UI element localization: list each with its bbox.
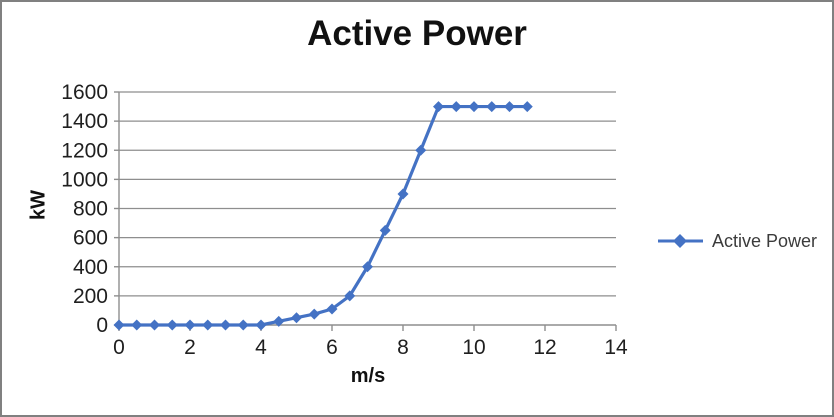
legend[interactable]: Active Power <box>657 230 817 252</box>
y-tick-label: 400 <box>73 256 108 279</box>
data-point-marker[interactable] <box>521 101 533 113</box>
x-tick-label: 12 <box>533 336 556 359</box>
data-point-marker[interactable] <box>202 319 214 331</box>
data-point-marker[interactable] <box>379 224 391 236</box>
series-line[interactable] <box>117 104 529 327</box>
data-point-marker[interactable] <box>220 319 231 331</box>
data-point-marker[interactable] <box>504 101 515 113</box>
data-point-marker[interactable] <box>113 319 125 331</box>
data-point-marker[interactable] <box>326 303 338 315</box>
data-point-marker[interactable] <box>486 101 498 113</box>
data-point-marker[interactable] <box>237 319 249 331</box>
data-point-marker[interactable] <box>450 101 462 113</box>
data-point-marker[interactable] <box>166 319 178 331</box>
y-tick-label: 1600 <box>61 81 108 104</box>
x-tick-label: 10 <box>462 336 485 359</box>
legend-marker-icon <box>658 234 703 248</box>
y-tick-label: 0 <box>96 314 108 337</box>
data-point-marker[interactable] <box>468 101 480 113</box>
x-tick-label: 2 <box>184 336 196 359</box>
data-point-marker[interactable] <box>415 144 427 156</box>
y-tick-label: 1400 <box>61 110 108 133</box>
legend-diamond-icon <box>673 234 687 248</box>
y-tick-label: 1200 <box>61 139 108 162</box>
x-axis-title: m/s <box>350 365 386 387</box>
data-point-marker[interactable] <box>131 319 143 331</box>
data-point-marker[interactable] <box>273 315 285 327</box>
chart-title[interactable]: Active Power <box>307 14 527 53</box>
data-point-marker[interactable] <box>433 101 444 113</box>
data-point-marker[interactable] <box>184 319 196 331</box>
y-tick-label: 1000 <box>61 168 108 191</box>
x-tick-label: 4 <box>255 336 267 359</box>
y-tick-label: 800 <box>73 198 108 221</box>
x-tick-label: 14 <box>604 336 628 359</box>
data-point-marker[interactable] <box>308 308 320 320</box>
y-tick-label: 200 <box>73 285 108 308</box>
y-axis-title: kW <box>27 190 50 220</box>
data-point-marker[interactable] <box>344 290 356 302</box>
data-point-marker[interactable] <box>149 319 160 331</box>
data-point-marker[interactable] <box>291 312 302 324</box>
y-tick-label: 600 <box>73 227 108 250</box>
x-tick-label: 0 <box>113 336 125 359</box>
data-point-marker[interactable] <box>362 261 373 273</box>
legend-label: Active Power <box>712 230 818 251</box>
x-tick-label: 6 <box>326 336 338 359</box>
data-point-marker[interactable] <box>255 319 267 331</box>
x-tick-label: 8 <box>397 336 409 359</box>
data-point-marker[interactable] <box>397 188 409 200</box>
